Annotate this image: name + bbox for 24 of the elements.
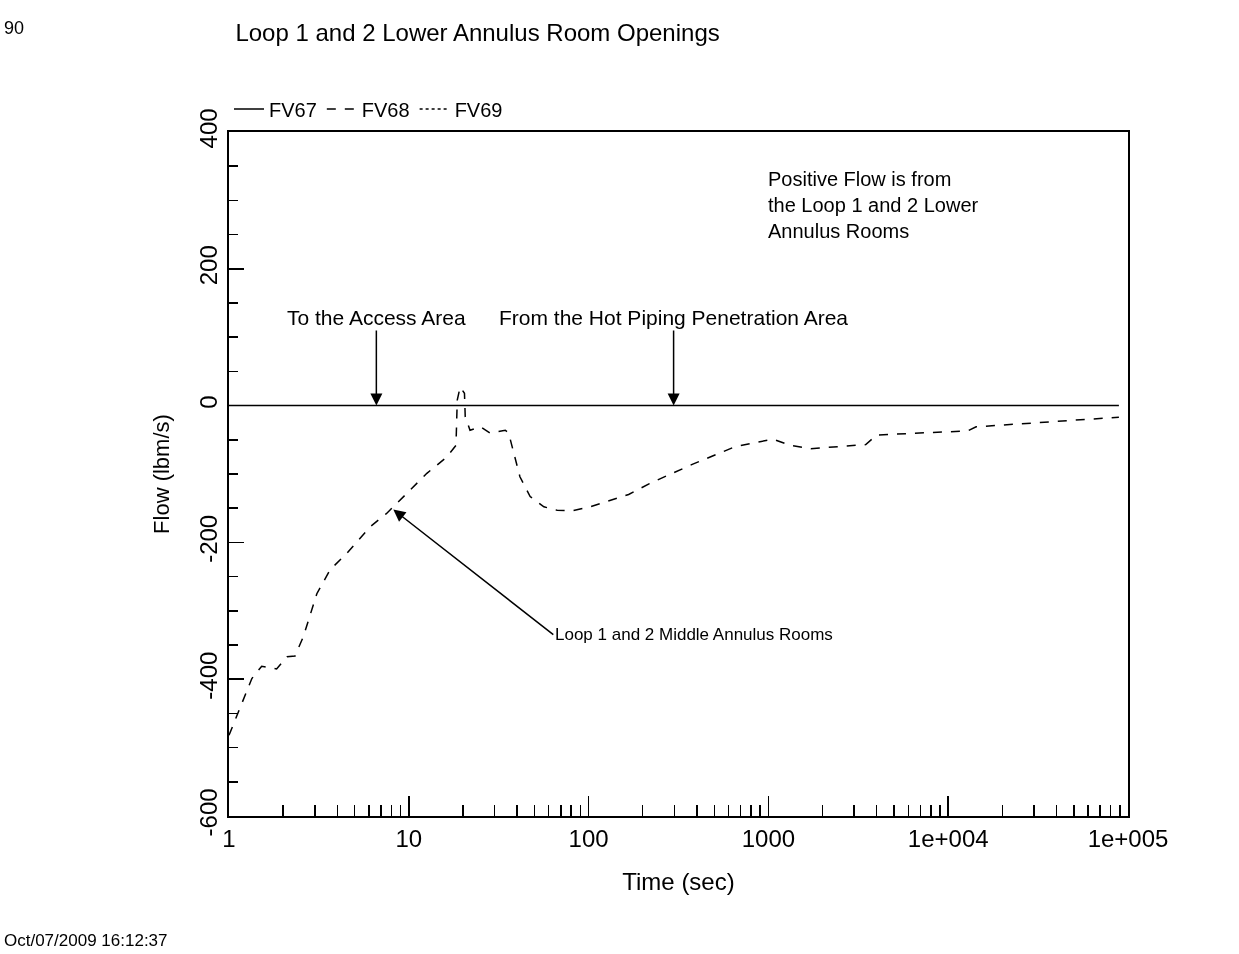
y-tick-label: -600 <box>195 788 223 837</box>
legend-label: FV69 <box>454 98 503 121</box>
x-tick-label: 1e+004 <box>907 824 989 852</box>
annotation: To the Access Area <box>287 306 466 329</box>
y-tick-label: 0 <box>195 395 223 409</box>
y-tick-label: -400 <box>195 651 223 700</box>
x-tick-label: 1000 <box>741 824 796 852</box>
x-tick-label: 100 <box>568 824 609 852</box>
legend-label: FV67 <box>269 98 317 121</box>
x-tick-label: 1 <box>222 824 236 852</box>
x-tick-label: 1e+005 <box>1087 824 1169 852</box>
annotation: Positive Flow is from the Loop 1 and 2 Lower Annulus Rooms <box>768 168 979 242</box>
chart-title: Loop 1 and 2 Lower Annulus Room Openings <box>235 18 720 46</box>
y-tick-label: 200 <box>195 245 223 286</box>
annotation: From the Hot Piping Penetration Area <box>499 306 849 329</box>
y-tick-label: 400 <box>195 108 223 149</box>
x-axis-title: Time (sec) <box>622 867 735 895</box>
legend-label: FV68 <box>361 98 410 121</box>
y-axis-title: Flow (lbm/s) <box>148 414 174 534</box>
text: 90 <box>4 18 25 38</box>
y-tick-label: -200 <box>195 514 223 563</box>
annotation: Loop 1 and 2 Middle Annulus Rooms <box>555 625 833 644</box>
x-tick-label: 10 <box>395 824 423 852</box>
text: Oct/07/2009 16:12:37 <box>4 931 168 950</box>
